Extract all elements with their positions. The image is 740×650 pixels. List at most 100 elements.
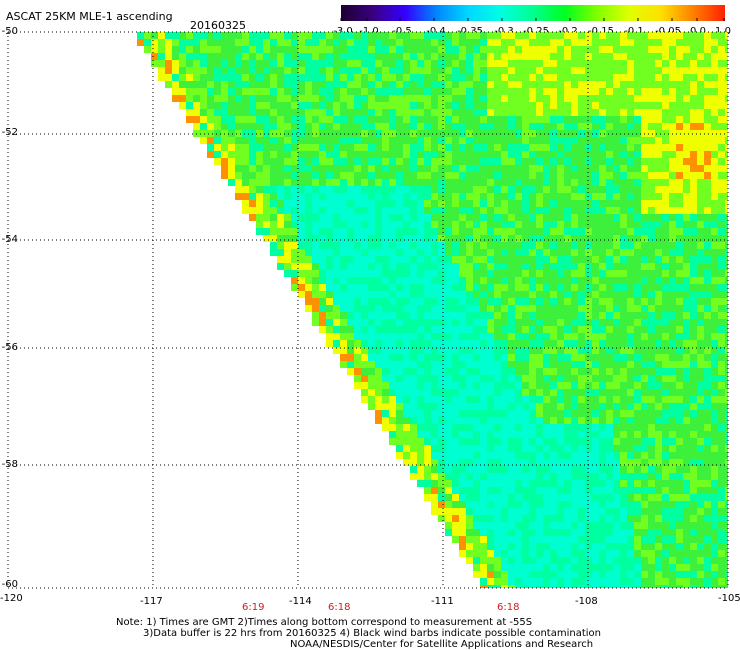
wind-cell: [599, 347, 606, 354]
wind-cell: [655, 67, 662, 74]
wind-cell: [235, 165, 242, 172]
wind-cell: [431, 95, 438, 102]
wind-cell: [431, 340, 438, 347]
wind-cell: [592, 263, 599, 270]
wind-cell: [690, 165, 697, 172]
wind-cell: [662, 137, 669, 144]
wind-cell: [445, 235, 452, 242]
wind-cell: [431, 396, 438, 403]
wind-cell: [207, 95, 214, 102]
wind-cell: [508, 74, 515, 81]
wind-cell: [417, 312, 424, 319]
wind-cell: [550, 39, 557, 46]
wind-cell: [711, 452, 718, 459]
wind-cell: [179, 102, 186, 109]
wind-cell: [291, 186, 298, 193]
wind-cell: [641, 32, 648, 39]
wind-cell: [466, 375, 473, 382]
wind-cell: [620, 438, 627, 445]
wind-cell: [480, 578, 487, 585]
wind-cell: [494, 508, 501, 515]
wind-cell: [606, 326, 613, 333]
wind-cell: [683, 242, 690, 249]
wind-cell: [494, 501, 501, 508]
wind-cell: [480, 557, 487, 564]
wind-cell: [585, 494, 592, 501]
wind-cell: [655, 235, 662, 242]
wind-cell: [669, 403, 676, 410]
wind-cell: [438, 179, 445, 186]
wind-cell: [438, 347, 445, 354]
wind-cell: [711, 263, 718, 270]
wind-cell: [487, 193, 494, 200]
wind-cell: [669, 354, 676, 361]
wind-cell: [536, 242, 543, 249]
wind-cell: [466, 158, 473, 165]
wind-cell: [522, 256, 529, 263]
wind-cell: [333, 53, 340, 60]
wind-cell: [361, 144, 368, 151]
wind-cell: [424, 102, 431, 109]
wind-cell: [620, 480, 627, 487]
wind-cell: [256, 158, 263, 165]
wind-cell: [522, 522, 529, 529]
wind-cell: [669, 298, 676, 305]
wind-cell: [592, 298, 599, 305]
wind-cell: [459, 536, 466, 543]
wind-cell: [438, 312, 445, 319]
wind-cell: [690, 242, 697, 249]
wind-cell: [620, 403, 627, 410]
wind-cell: [508, 172, 515, 179]
wind-cell: [599, 256, 606, 263]
wind-cell: [662, 410, 669, 417]
wind-cell: [396, 235, 403, 242]
wind-cell: [683, 515, 690, 522]
wind-cell: [592, 60, 599, 67]
wind-cell: [466, 81, 473, 88]
wind-cell: [655, 382, 662, 389]
wind-cell: [529, 333, 536, 340]
wind-cell: [662, 571, 669, 578]
wind-cell: [529, 277, 536, 284]
wind-cell: [403, 165, 410, 172]
wind-cell: [242, 207, 249, 214]
lon-tick-label: -108: [575, 596, 598, 607]
wind-cell: [494, 459, 501, 466]
wind-cell: [431, 368, 438, 375]
wind-cell: [620, 515, 627, 522]
wind-cell: [333, 256, 340, 263]
wind-cell: [424, 305, 431, 312]
wind-cell: [508, 242, 515, 249]
wind-cell: [473, 298, 480, 305]
wind-cell: [284, 172, 291, 179]
wind-cell: [361, 284, 368, 291]
wind-cell: [459, 529, 466, 536]
wind-cell: [683, 312, 690, 319]
wind-cell: [424, 228, 431, 235]
wind-cell: [697, 578, 704, 585]
wind-cell: [543, 172, 550, 179]
wind-cell: [487, 242, 494, 249]
wind-cell: [354, 53, 361, 60]
wind-cell: [284, 207, 291, 214]
wind-cell: [270, 214, 277, 221]
wind-cell: [459, 263, 466, 270]
wind-cell: [543, 508, 550, 515]
wind-cell: [725, 123, 728, 130]
wind-cell: [606, 284, 613, 291]
wind-cell: [515, 284, 522, 291]
wind-cell: [214, 74, 221, 81]
wind-cell: [445, 228, 452, 235]
wind-cell: [291, 102, 298, 109]
wind-cell: [452, 515, 459, 522]
wind-cell: [256, 46, 263, 53]
wind-cell: [690, 144, 697, 151]
wind-cell: [627, 487, 634, 494]
wind-cell: [263, 172, 270, 179]
wind-cell: [410, 81, 417, 88]
wind-cell: [725, 438, 728, 445]
wind-cell: [277, 81, 284, 88]
wind-cell: [704, 277, 711, 284]
wind-cell: [501, 102, 508, 109]
wind-cell: [592, 319, 599, 326]
